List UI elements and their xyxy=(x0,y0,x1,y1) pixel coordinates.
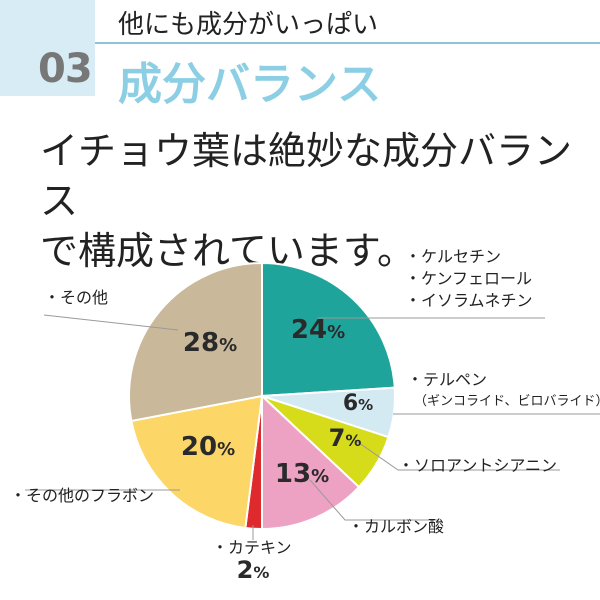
pct-value: 2 xyxy=(237,556,254,584)
leader-line xyxy=(309,479,438,521)
pie-slice xyxy=(128,261,263,423)
pct-unit: % xyxy=(358,396,373,414)
category-label: ・その他のフラボン xyxy=(10,486,154,505)
pct-unit: % xyxy=(219,335,237,356)
pie-slice xyxy=(261,261,396,398)
headline-line-1: イチョウ葉は絶妙な成分バランス xyxy=(40,129,573,223)
pct-value: 20 xyxy=(181,432,217,462)
leader-line xyxy=(43,314,179,331)
pct-label: 20% xyxy=(181,432,235,462)
category-label: （ギンコライド、ビロバライド） xyxy=(414,394,600,409)
header-subtitle: 他にも成分がいっぱい xyxy=(118,10,379,40)
pct-unit: % xyxy=(345,431,361,450)
pct-label: 7% xyxy=(329,424,362,452)
category-label: ・テルペン xyxy=(407,370,487,389)
category-label: ・ソロアントシアニン xyxy=(398,456,557,475)
pct-value: 13 xyxy=(275,459,311,489)
pct-label: 24% xyxy=(291,315,345,345)
pct-unit: % xyxy=(217,439,235,460)
pct-value: 28 xyxy=(183,328,219,358)
header-divider xyxy=(95,42,600,44)
category-label: ・イソラムネチン xyxy=(405,291,533,310)
pct-value: 24 xyxy=(291,315,327,345)
category-label: ・ケルセチン xyxy=(405,247,501,266)
headline: イチョウ葉は絶妙な成分バランス で構成されています。 xyxy=(40,126,600,276)
pct-unit: % xyxy=(253,563,269,582)
pct-label: 13% xyxy=(275,459,329,489)
pie-slice xyxy=(261,393,361,531)
header-number: 03 xyxy=(38,46,93,92)
headline-line-2: で構成されています。 xyxy=(40,229,416,273)
header-title: 成分バランス xyxy=(118,59,382,110)
pct-value: 7 xyxy=(329,424,346,452)
pie-slice xyxy=(130,394,264,530)
category-label: ・その他 xyxy=(44,288,108,307)
pct-label: 28% xyxy=(183,328,237,358)
pct-unit: % xyxy=(327,322,345,343)
pct-label: 6% xyxy=(343,391,373,416)
pct-value: 6 xyxy=(343,391,358,416)
category-label: ・ケンフェロール xyxy=(405,269,532,288)
category-label: ・カテキン xyxy=(212,538,292,557)
header-number-box xyxy=(0,0,95,96)
pct-unit: % xyxy=(311,466,329,487)
category-label: ・カルボン酸 xyxy=(348,517,444,536)
leader-line xyxy=(354,439,560,471)
pct-label: 2% xyxy=(237,556,270,584)
